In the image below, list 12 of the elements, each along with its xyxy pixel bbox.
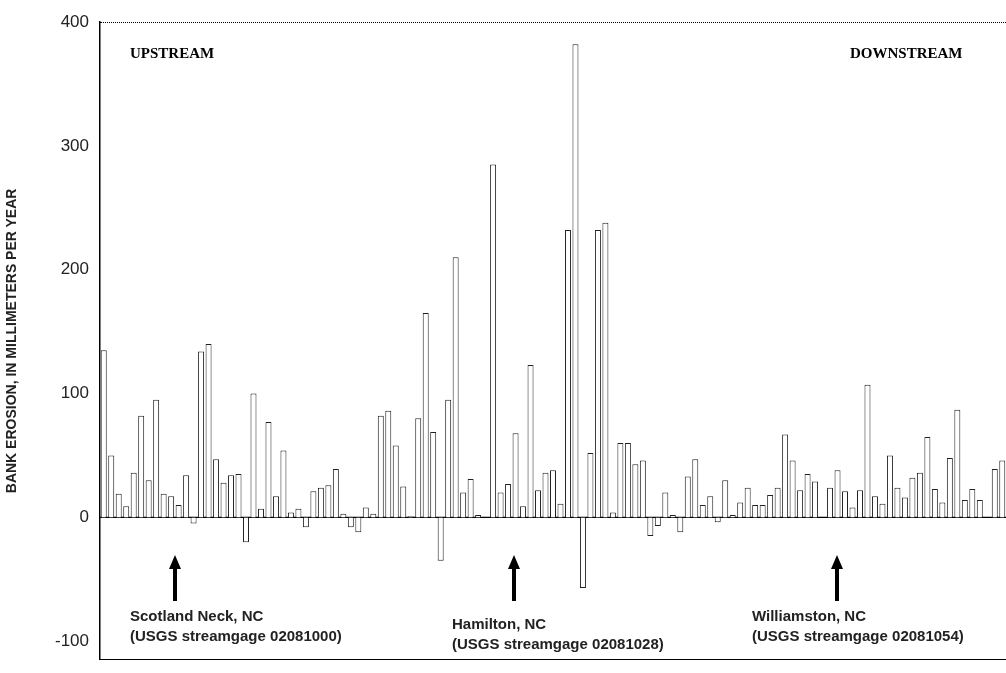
annotation: Hamilton, NC (USGS streamgage 02081028) xyxy=(452,614,664,654)
annotation: DOWNSTREAM xyxy=(850,45,963,62)
y-axis-title: BANK EROSION, IN MILLIMETERS PER YEAR xyxy=(3,188,20,494)
annotation: Williamston, NC (USGS streamgage 02081054) xyxy=(752,606,964,646)
y-tick-label: -100 xyxy=(54,630,89,650)
y-tick-label: 200 xyxy=(60,259,89,279)
y-tick-label: 300 xyxy=(60,135,89,155)
annotation: UPSTREAM xyxy=(130,45,215,62)
annotation: Scotland Neck, NC (USGS streamgage 02081000) xyxy=(130,606,342,646)
y-tick-label: 400 xyxy=(60,11,89,31)
y-tick-label: 100 xyxy=(60,383,89,403)
y-tick-label: 0 xyxy=(79,507,89,527)
